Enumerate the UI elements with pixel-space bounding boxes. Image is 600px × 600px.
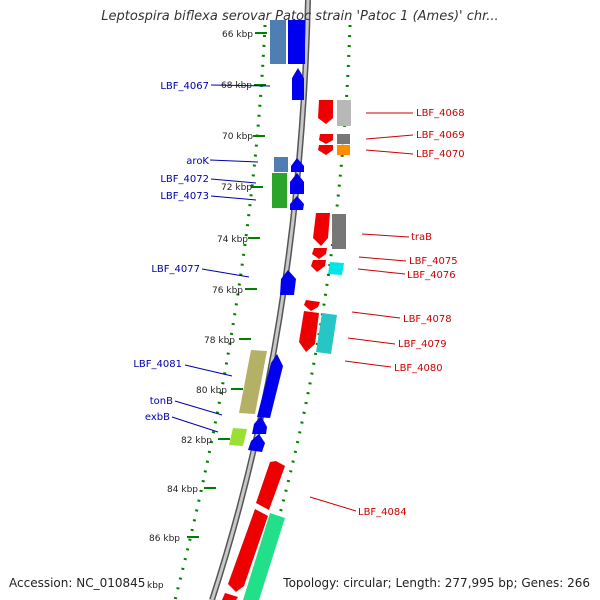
feature-cds-4081	[257, 354, 283, 418]
feature-cds-bottom	[222, 593, 238, 600]
feature-gene-4072	[272, 173, 287, 208]
gene-label-arok[interactable]: aroK	[186, 156, 209, 167]
feature-cds-4076	[311, 260, 326, 272]
gene-label-lbf-4068[interactable]: LBF_4068	[416, 108, 465, 119]
gene-label-lbf-4084[interactable]: LBF_4084	[358, 507, 407, 518]
feature-gene-arok	[274, 157, 288, 172]
reverse-label-group: LBF_4068 LBF_4069 LBF_4070 traB LBF_4075…	[309, 108, 465, 518]
feature-cds-small	[292, 68, 304, 100]
kbp-label: 68 kbp	[221, 81, 252, 91]
kbp-label: 66 kbp	[222, 30, 253, 40]
feature-gene-4079	[316, 313, 337, 354]
gene-label-lbf-4080[interactable]: LBF_4080	[394, 363, 443, 374]
feature-cds-4073	[290, 196, 304, 210]
feature-gene-4069	[337, 134, 350, 144]
kbp-label: 86 kbp	[149, 534, 180, 544]
feature-cds-arok	[291, 158, 304, 172]
topology-text: Topology: circular; Length: 277,995 bp; …	[281, 575, 592, 591]
feature-gene-4081	[239, 350, 267, 414]
feature-cds-4075	[312, 248, 327, 259]
kbp-label: 70 kbp	[222, 132, 253, 142]
feature-cds-4072	[290, 173, 304, 194]
feature-cds-4069	[319, 134, 333, 144]
kbp-label: 80 kbp	[196, 386, 227, 396]
kbp-label: 72 kbp	[221, 183, 252, 193]
feature-gene-4076	[328, 262, 344, 275]
gene-label-tonb[interactable]: tonB	[150, 396, 173, 407]
kbp-label-partial: kbp	[147, 581, 164, 591]
feature-cds-4068	[318, 100, 333, 124]
gene-label-lbf-4073[interactable]: LBF_4073	[160, 191, 209, 202]
kbp-label: 76 kbp	[212, 286, 243, 296]
feature-cds-4070	[318, 145, 333, 155]
map-title: Leptospira biflexa serovar Patoc strain …	[101, 9, 499, 24]
gene-label-lbf-4075[interactable]: LBF_4075	[409, 256, 458, 267]
gene-label-trab[interactable]: traB	[411, 232, 432, 243]
gene-label-lbf-4072[interactable]: LBF_4072	[160, 174, 209, 185]
accession-text: Accession: NC_010845	[7, 575, 148, 591]
gene-label-lbf-4079[interactable]: LBF_4079	[398, 339, 447, 350]
kbp-label: 78 kbp	[204, 336, 235, 346]
feature-gene-67	[270, 20, 286, 64]
feature-gene-4084	[243, 513, 285, 600]
gene-label-exbb[interactable]: exbB	[145, 412, 170, 423]
kbp-label: 82 kbp	[181, 436, 212, 446]
feature-gene-exbb	[229, 428, 247, 446]
gene-label-lbf-4070[interactable]: LBF_4070	[416, 149, 465, 160]
feature-gene-4068	[337, 100, 351, 126]
backbone	[210, 0, 310, 600]
feature-gene-trab	[332, 214, 346, 249]
feature-cds-trab	[313, 213, 330, 246]
feature-cds-4084b	[228, 509, 268, 592]
reverse-features	[222, 100, 351, 600]
kbp-ruler: 66 kbp 68 kbp 70 kbp 72 kbp 74 kbp 76 kb…	[147, 30, 267, 591]
feature-cds-tonb	[252, 416, 267, 434]
gene-label-lbf-4077[interactable]: LBF_4077	[151, 264, 200, 275]
gene-label-lbf-4081[interactable]: LBF_4081	[133, 359, 182, 370]
gene-label-lbf-4069[interactable]: LBF_4069	[416, 130, 465, 141]
forward-label-group: LBF_4067 aroK LBF_4072 LBF_4073 LBF_4077…	[133, 81, 271, 433]
feature-gene-4070	[337, 145, 350, 155]
feature-cds-exbb	[248, 434, 265, 452]
feature-cds-4077	[280, 270, 296, 295]
gene-label-lbf-4067[interactable]: LBF_4067	[160, 81, 209, 92]
inner-tick-ring	[173, 24, 267, 600]
gene-label-lbf-4078[interactable]: LBF_4078	[403, 314, 452, 325]
feature-cds-67	[288, 20, 305, 64]
feature-cds-4084	[256, 461, 285, 510]
forward-features	[229, 20, 305, 452]
kbp-label: 84 kbp	[167, 485, 198, 495]
feature-cds-4078	[304, 300, 320, 311]
kbp-label: 74 kbp	[217, 235, 248, 245]
feature-cds-4079	[299, 311, 319, 352]
gene-label-lbf-4076[interactable]: LBF_4076	[407, 270, 456, 281]
